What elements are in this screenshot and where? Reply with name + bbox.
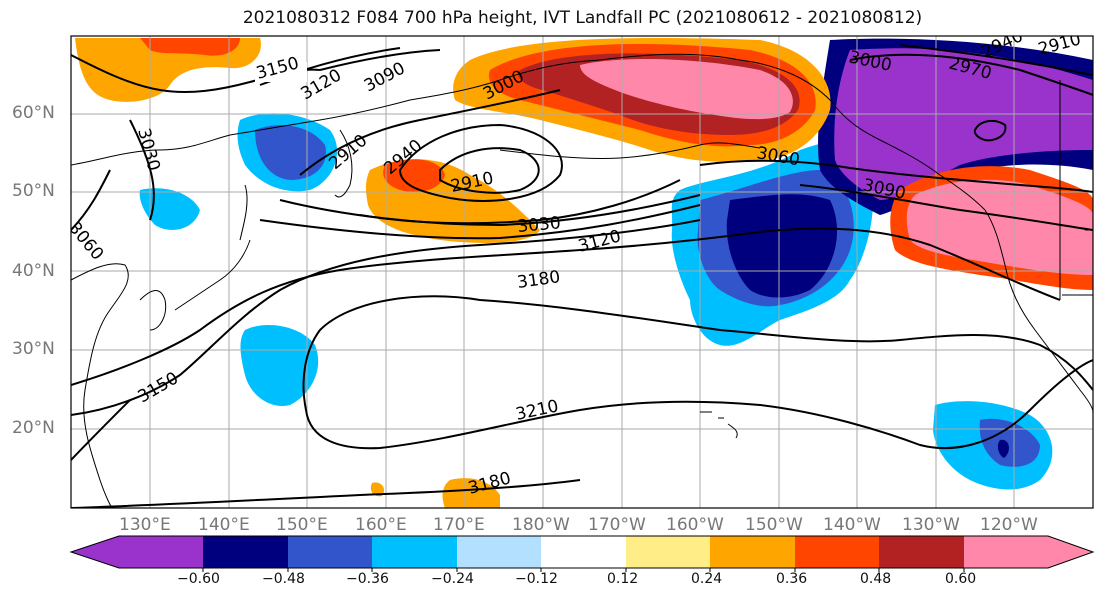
map-title: 2021080312 F084 700 hPa height, IVT Land…	[242, 8, 923, 28]
colorbar-tick-label: 0.24	[691, 571, 723, 587]
contour-label: 3030	[517, 213, 562, 237]
lat-label: 20°N	[12, 418, 55, 438]
lon-label: 130°W	[902, 515, 960, 535]
colorbar	[69, 535, 1095, 572]
coastline-hawaii	[700, 411, 738, 439]
coastline-asia	[71, 263, 129, 508]
colorbar-segment	[626, 536, 710, 568]
lon-label: 180°W	[512, 515, 570, 535]
colorbar-tick-label: −0.60	[177, 571, 220, 587]
lon-label: 160°E	[355, 515, 407, 535]
colorbar-tick-label: 0.60	[945, 571, 977, 587]
coastline-north-america	[939, 174, 1093, 413]
lon-label: 140°W	[823, 515, 881, 535]
colorbar-extend-left	[71, 536, 119, 568]
map-area: 3150 3120 3090 3000 3030 2940 2910 2910 …	[71, 36, 1093, 508]
contour-2910	[439, 147, 540, 194]
colorbar-tick-label: −0.24	[431, 571, 474, 587]
lon-label: 150°E	[276, 515, 328, 535]
contour-2910-alaska	[973, 119, 1007, 142]
colorbar-segment	[879, 536, 964, 568]
contour-3090	[279, 49, 1093, 231]
coastline-siberia	[71, 59, 601, 166]
coastline-korea-japan	[139, 184, 251, 331]
shading-west-pacific-cyan	[240, 325, 319, 406]
colorbar-tick-label: −0.12	[515, 571, 558, 587]
contour-2970-alaska	[899, 44, 1093, 76]
colorbar-tick-label: 0.12	[607, 571, 639, 587]
colorbar-segment	[457, 536, 541, 568]
colorbar-segment	[964, 536, 1048, 568]
contour-3180	[71, 227, 1061, 508]
colorbar-segment	[119, 536, 203, 568]
lat-label: 30°N	[12, 339, 55, 359]
coastline-alaska	[599, 53, 941, 176]
lon-label: 140°E	[198, 515, 250, 535]
colorbar-segment	[795, 536, 879, 568]
colorbar-segment	[288, 536, 372, 568]
lon-label: 170°W	[588, 515, 646, 535]
graticule	[71, 36, 1093, 508]
lon-label: 170°E	[433, 515, 485, 535]
height-contours	[71, 44, 1093, 508]
lon-label: 130°E	[119, 515, 171, 535]
lon-label: 160°W	[666, 515, 724, 535]
contour-3210	[302, 295, 1093, 450]
lat-label: 40°N	[12, 261, 55, 281]
contour-3000	[299, 53, 1093, 176]
colorbar-extend-right	[1048, 536, 1093, 568]
lat-label: 60°N	[12, 103, 55, 123]
colorbar-tick-label: −0.48	[262, 571, 305, 587]
contour-3030	[129, 119, 681, 225]
contour-3060	[71, 159, 1093, 231]
colorbar-segment	[372, 536, 457, 568]
colorbar-segment	[541, 536, 626, 568]
colorbar-segment	[710, 536, 795, 568]
lon-label: 150°W	[745, 515, 803, 535]
colorbar-tick-label: 0.36	[776, 571, 808, 587]
coastline-aleutians	[499, 142, 761, 159]
map-frame	[70, 35, 1094, 509]
colorbar-tick-label: 0.48	[860, 571, 892, 587]
contour-2940	[398, 123, 563, 202]
colorbar-tick-label: −0.36	[346, 571, 389, 587]
lat-label: 50°N	[12, 181, 55, 201]
lon-label: 120°W	[980, 515, 1038, 535]
colorbar-segment	[203, 536, 288, 568]
